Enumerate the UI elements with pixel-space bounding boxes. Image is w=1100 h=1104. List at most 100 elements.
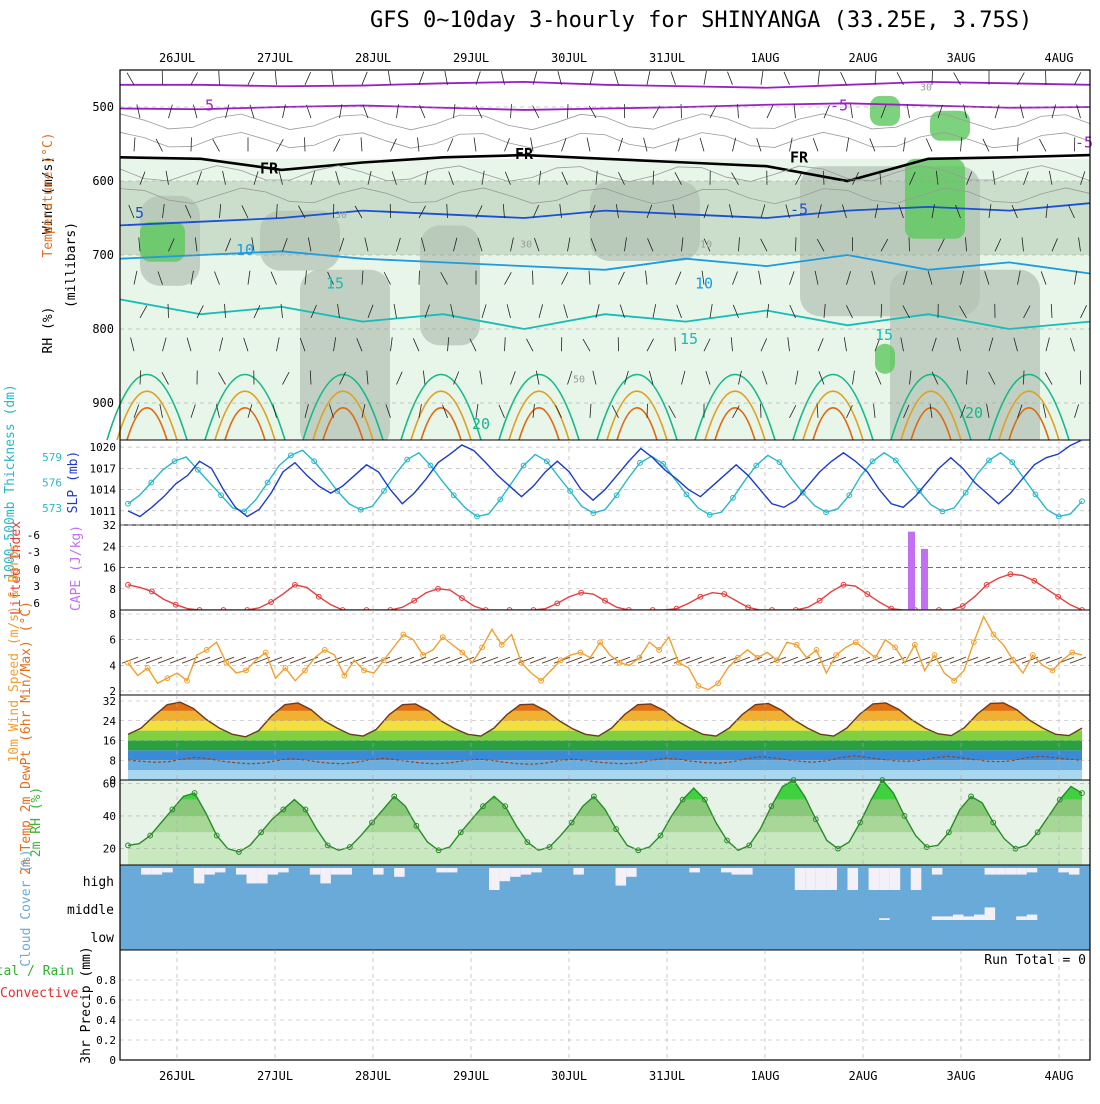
rh-tick-label: 20 [103,843,116,856]
cape-bar [908,532,915,610]
high-cloud-bar [341,868,352,875]
day-label-bottom: 27JUL [257,1069,293,1083]
day-label-bottom: 3AUG [947,1069,976,1083]
cloud-tick-label: low [91,931,115,946]
high-cloud-bar [689,868,700,872]
high-cloud-bar [816,868,827,890]
lifted-index-tick-label: 0 [33,563,40,576]
wind-tick-label: 6 [109,634,116,647]
day-label-top: 30JUL [551,51,587,65]
high-cloud-bar [236,868,247,875]
middle-cloud-bar [963,916,974,920]
run-total-label: Run Total = 0 [984,953,1086,968]
high-cloud-bar [320,868,331,883]
pressure-tick-label: 700 [92,248,114,262]
cape-axis-label: CAPE (J/kg) [69,525,84,611]
day-label-top: 1AUG [751,51,780,65]
contour-label: 5 [135,204,144,222]
rh-axis-label: RH (%) [41,307,56,354]
high-cloud-bar [489,868,500,890]
middle-cloud-bar [974,915,985,920]
wind-tick-label: 4 [109,659,116,672]
high-cloud-bar [848,868,859,890]
thickness-tick-label: 573 [42,502,62,515]
precip-tick-label: 0 [109,1054,116,1067]
high-cloud-bar [310,868,321,875]
temp-tick-label: 16 [103,735,116,748]
lifted-index-tick-label: 6 [33,597,40,610]
precip-total-label: Total / Rain [0,964,74,979]
day-label-top: 31JUL [649,51,685,65]
high-cloud-bar [626,868,637,877]
contour-label: 15 [326,274,344,292]
temp-stripe [120,760,1090,770]
middle-cloud-bar [1027,915,1038,920]
chart-title: GFS 0~10day 3-hourly for SHINYANGA (33.2… [370,8,1032,33]
contour-label: 30 [335,210,347,221]
high-cloud-bar [911,868,922,890]
contour-label: 20 [965,404,983,422]
contour-label: 30 [520,240,532,251]
day-label-bottom: 30JUL [551,1069,587,1083]
middle-cloud-bar [1016,916,1027,920]
precip-tick-label: 0.4 [96,1014,116,1027]
precip-conv-label: Convective [0,986,78,1001]
precip-frame [120,950,1090,1060]
day-label-top: 28JUL [355,51,391,65]
day-label-top: 4AUG [1045,51,1074,65]
cape-tick-label: 8 [109,583,116,596]
high-cloud-bar [447,868,458,872]
high-cloud-bar [331,868,342,875]
day-label-top: 29JUL [453,51,489,65]
cloud-tick-label: high [83,875,114,890]
day-label-top: 27JUL [257,51,293,65]
cloud-tick-label: middle [67,903,114,918]
high-cloud-bar [152,868,163,875]
contour-label: 5 [205,97,214,115]
pressure-tick-label: 800 [92,322,114,336]
day-label-bottom: 31JUL [649,1069,685,1083]
high-cloud-bar [742,868,753,875]
contour-label: FR [260,160,279,178]
day-label-top: 3AUG [947,51,976,65]
contour-label: 10 [700,240,712,251]
wind-tick-label: 8 [109,608,116,621]
temp-stripe [120,750,1090,760]
cape-tick-label: 24 [103,540,117,553]
high-cloud-bar [194,868,205,883]
high-cloud-bar [268,868,279,875]
cape-tick-label: 32 [103,519,116,532]
high-cloud-bar [215,868,226,872]
contour-label: 10 [695,274,713,292]
middle-cloud-bar [953,915,964,920]
high-cloud-bar [500,868,511,881]
high-cloud-bar [1069,868,1080,875]
day-label-bottom: 29JUL [453,1069,489,1083]
cape-tick-label: 16 [103,562,116,575]
temp-stripe [120,770,1090,780]
cape-bar [921,549,928,610]
middle-cloud-bar [985,907,996,920]
contour-label: FR [790,149,809,167]
temperature-axis-label: Temperature (°C) [41,132,56,257]
contour-label: -5 [830,97,848,115]
high-cloud-bar [573,868,584,875]
contour-label: 20 [472,415,490,433]
day-label-bottom: 28JUL [355,1069,391,1083]
contour-label: 50 [573,374,585,385]
temp-tick-label: 8 [109,754,116,767]
high-cloud-bar [204,868,215,875]
contour-label: 15 [680,330,698,348]
high-cloud-bar [394,868,405,877]
high-cloud-bar [616,868,627,886]
precip-tick-label: 0.2 [96,1034,116,1047]
rh-dark-patch [260,211,340,271]
high-cloud-bar [805,868,816,890]
high-cloud-bar [1027,868,1038,872]
high-cloud-bar [436,868,447,872]
day-label-bottom: 4AUG [1045,1069,1074,1083]
slp-tick-label: 1014 [90,484,117,497]
precip-tick-label: 0.8 [96,974,116,987]
slp-tick-label: 1011 [90,505,117,518]
